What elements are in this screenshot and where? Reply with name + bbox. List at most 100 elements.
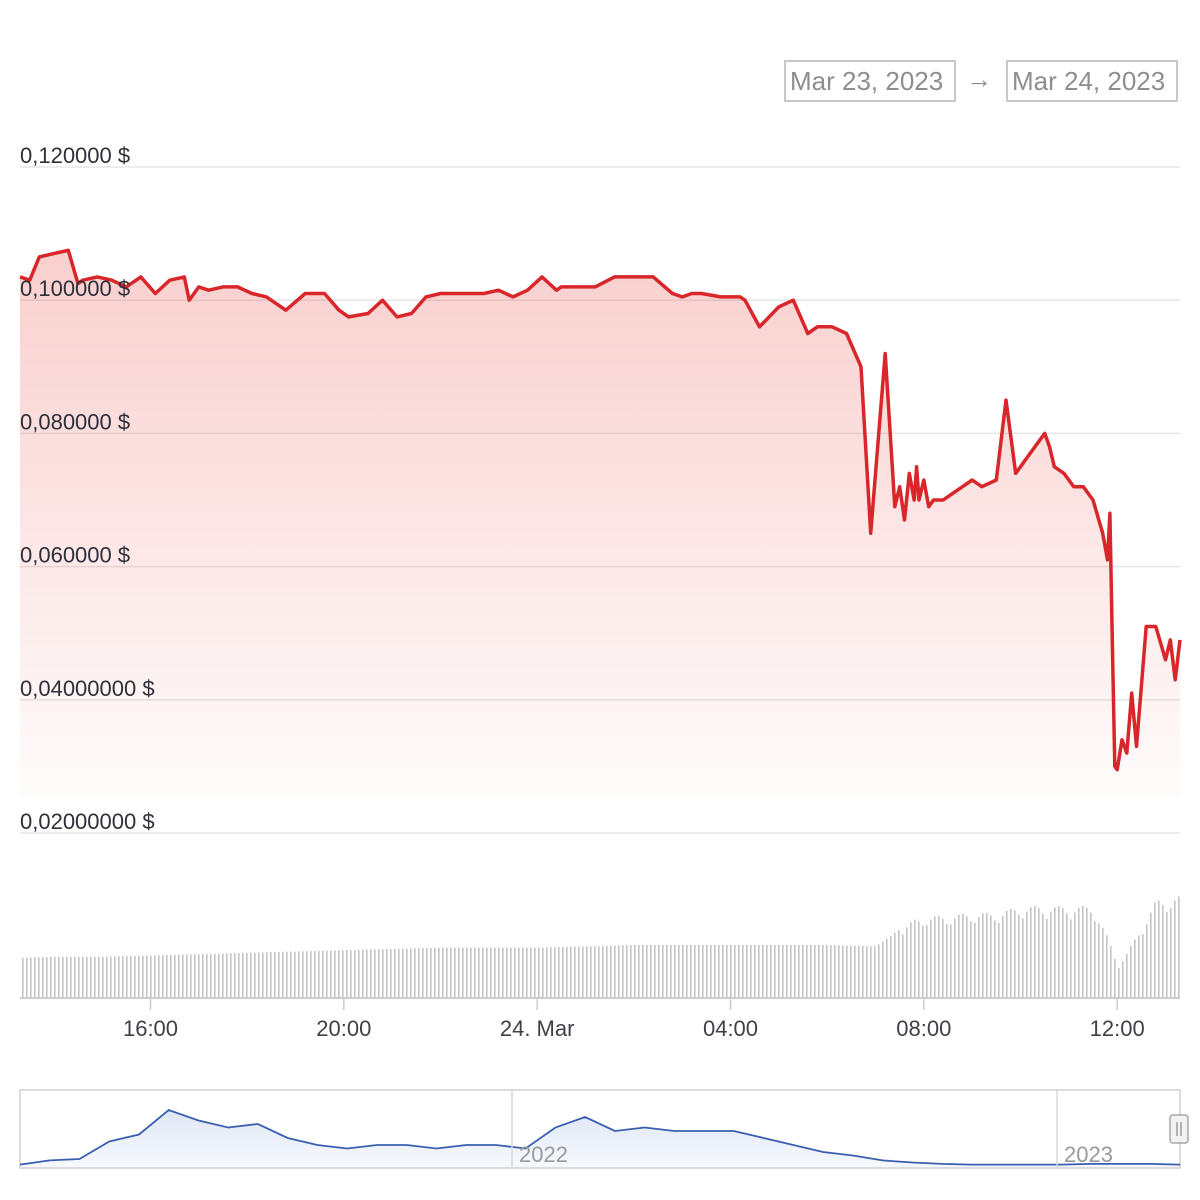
date-range-from-input[interactable]: Mar 23, 2023 — [784, 60, 956, 102]
volume-bar — [194, 954, 196, 997]
volume-bar — [682, 945, 684, 997]
volume-bar — [862, 945, 864, 997]
volume-bar — [166, 954, 168, 997]
volume-bar — [858, 945, 860, 997]
volume-bar — [1130, 945, 1132, 997]
volume-bar — [870, 946, 872, 997]
volume-bar — [1086, 907, 1088, 997]
y-tick-label: 0,080000 $ — [20, 409, 130, 434]
volume-bar — [338, 950, 340, 997]
volume-bar — [494, 947, 496, 997]
volume-bar — [714, 945, 716, 997]
volume-bar — [646, 945, 648, 997]
volume-bar — [1122, 961, 1124, 997]
volume-bar — [1110, 946, 1112, 997]
volume-bar — [214, 953, 216, 997]
price-area-fill — [20, 250, 1180, 798]
volume-bar — [746, 945, 748, 997]
volume-bar — [722, 945, 724, 997]
volume-bar — [814, 945, 816, 997]
volume-bar — [1046, 918, 1048, 997]
volume-bar — [798, 945, 800, 997]
volume-bar — [602, 945, 604, 997]
x-tick-label: 24. Mar — [500, 1016, 575, 1041]
volume-bar — [590, 946, 592, 997]
volume-bar — [738, 945, 740, 997]
navigator-line — [19, 1108, 1181, 1166]
volume-bar — [234, 953, 236, 997]
volume-bar — [178, 954, 180, 997]
volume-bar — [670, 945, 672, 997]
volume-bar — [1094, 921, 1096, 997]
volume-bar — [86, 956, 88, 997]
volume-bar — [666, 945, 668, 997]
volume-bar — [462, 947, 464, 997]
volume-bar — [54, 956, 56, 997]
volume-bar — [950, 924, 952, 997]
volume-bar — [230, 953, 232, 997]
volume-bar — [918, 921, 920, 997]
volume-bar — [38, 957, 40, 997]
volume-bar — [970, 921, 972, 997]
volume-bar — [986, 912, 988, 997]
volume-bar — [1134, 939, 1136, 997]
volume-bar — [958, 914, 960, 997]
volume-bar — [998, 923, 1000, 997]
volume-bar — [846, 945, 848, 997]
volume-bar — [78, 956, 80, 997]
volume-bar — [774, 945, 776, 997]
volume-bar — [314, 951, 316, 997]
volume-bar — [70, 956, 72, 997]
volume-bar — [690, 945, 692, 997]
volume-bar — [910, 922, 912, 997]
volume-bar — [818, 945, 820, 997]
volume-bar — [322, 950, 324, 997]
volume-bar — [382, 949, 384, 997]
volume-bar — [162, 955, 164, 997]
volume-bar — [122, 956, 124, 997]
volume-bar — [1062, 908, 1064, 997]
volume-bar — [198, 954, 200, 997]
volume-bar — [586, 946, 588, 997]
volume-bar — [50, 956, 52, 997]
volume-bar — [414, 948, 416, 997]
navigator[interactable]: 2022 2023 — [19, 1089, 1189, 1169]
volume-bar — [582, 946, 584, 997]
y-tick-label: 0,060000 $ — [20, 543, 130, 568]
volume-bar — [130, 955, 132, 997]
volume-bar — [266, 952, 268, 997]
volume-bar — [182, 954, 184, 997]
volume-bar — [710, 945, 712, 997]
volume-bar — [878, 944, 880, 997]
volume-bar — [518, 947, 520, 997]
volume-bar — [442, 947, 444, 997]
volume-bar — [1022, 918, 1024, 997]
volume-bar — [594, 946, 596, 997]
volume-bar — [258, 952, 260, 997]
volume-bar — [1106, 935, 1108, 997]
volume-bar — [838, 945, 840, 997]
volume-bar — [730, 945, 732, 997]
volume-bar — [974, 922, 976, 997]
volume-bar — [542, 947, 544, 997]
volume-bar — [482, 947, 484, 997]
volume-bar — [538, 947, 540, 997]
volume-bar — [662, 945, 664, 997]
volume-bar — [514, 947, 516, 997]
volume-bar — [1026, 911, 1028, 997]
volume-bar — [650, 945, 652, 997]
volume-bar — [1174, 900, 1176, 997]
volume-bar — [570, 946, 572, 997]
volume-bar — [1070, 919, 1072, 997]
volume-bar — [74, 956, 76, 997]
volume-bar — [110, 956, 112, 997]
volume-bar — [206, 953, 208, 997]
navigator-handle[interactable] — [1169, 1114, 1189, 1144]
volume-bar — [806, 945, 808, 997]
volume-bar — [98, 956, 100, 997]
volume-bar — [378, 949, 380, 997]
volume-bar — [1126, 953, 1128, 997]
volume-bar — [578, 946, 580, 997]
volume-bar — [222, 953, 224, 997]
date-range-to-input[interactable]: Mar 24, 2023 — [1006, 60, 1178, 102]
